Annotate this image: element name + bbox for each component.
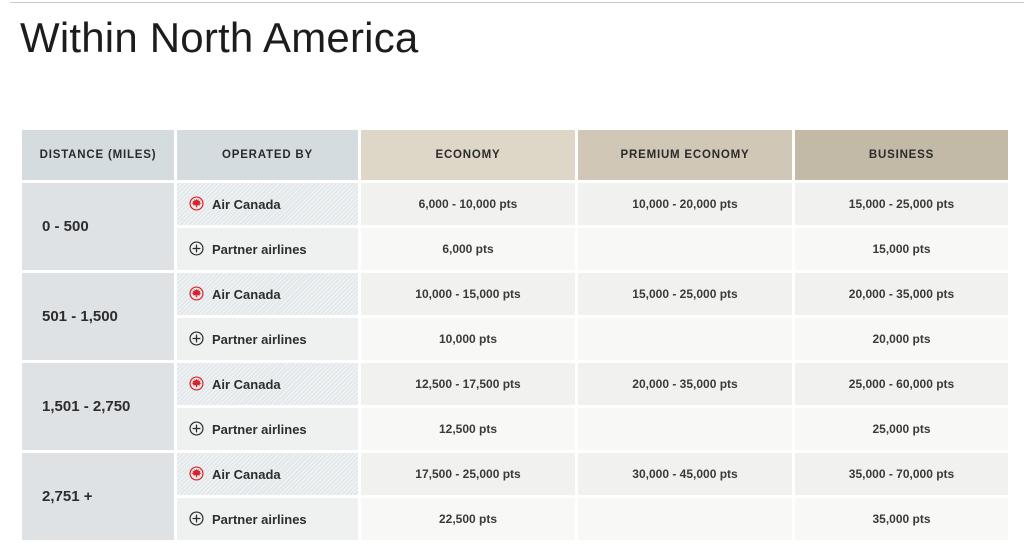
- top-divider: [10, 2, 1024, 3]
- business-points-cell: 15,000 pts: [795, 228, 1008, 270]
- premium-economy-points-cell: 10,000 - 20,000 pts: [578, 183, 792, 225]
- premium-economy-points-cell: [578, 318, 792, 360]
- operator-label: Air Canada: [212, 287, 281, 302]
- premium-economy-points-cell: 15,000 - 25,000 pts: [578, 273, 792, 315]
- economy-points-cell: 10,000 pts: [361, 318, 575, 360]
- operator-label: Air Canada: [212, 467, 281, 482]
- table-row: Partner airlines 12,500 pts 25,000 pts: [22, 408, 1008, 450]
- economy-points-cell: 10,000 - 15,000 pts: [361, 273, 575, 315]
- operator-label: Air Canada: [212, 197, 281, 212]
- operator-label: Partner airlines: [212, 512, 307, 527]
- premium-economy-points-cell: [578, 228, 792, 270]
- operator-cell: Air Canada: [177, 453, 358, 495]
- air-canada-roundel-icon: [189, 196, 204, 211]
- air-canada-roundel-icon: [189, 466, 204, 481]
- premium-economy-points-cell: 20,000 - 35,000 pts: [578, 363, 792, 405]
- air-canada-roundel-icon: [189, 286, 204, 301]
- distance-cell: 1,501 - 2,750: [22, 363, 174, 450]
- economy-points-cell: 12,500 - 17,500 pts: [361, 363, 575, 405]
- operator-label: Air Canada: [212, 377, 281, 392]
- air-canada-roundel-icon: [189, 376, 204, 391]
- premium-economy-points-cell: [578, 408, 792, 450]
- operator-label: Partner airlines: [212, 242, 307, 257]
- table-row: 0 - 500 Air Canada 6,000 - 10,000 pts 10…: [22, 183, 1008, 270]
- table-row: 2,751 + Air Canada 17,500 - 25,000 pts 3…: [22, 453, 1008, 540]
- premium-economy-points-cell: [578, 498, 792, 540]
- economy-points-cell: 6,000 - 10,000 pts: [361, 183, 575, 225]
- column-header-economy: ECONOMY: [361, 130, 575, 180]
- distance-cell: 0 - 500: [22, 183, 174, 270]
- distance-cell: 2,751 +: [22, 453, 174, 540]
- premium-economy-points-cell: 30,000 - 45,000 pts: [578, 453, 792, 495]
- partner-airlines-icon: [189, 421, 204, 436]
- column-header-operated-by: OPERATED BY: [177, 130, 358, 180]
- operator-label: Partner airlines: [212, 332, 307, 347]
- table-row: 501 - 1,500 Air Canada 10,000 - 15,000 p…: [22, 273, 1008, 360]
- operator-cell: Air Canada: [177, 183, 358, 225]
- business-points-cell: 20,000 pts: [795, 318, 1008, 360]
- table-row: 1,501 - 2,750 Air Canada 12,500 - 17,500…: [22, 363, 1008, 450]
- operator-cell: Partner airlines: [177, 408, 358, 450]
- column-header-premium-economy: PREMIUM ECONOMY: [578, 130, 792, 180]
- business-points-cell: 20,000 - 35,000 pts: [795, 273, 1008, 315]
- operator-cell: Partner airlines: [177, 318, 358, 360]
- table-header-row: DISTANCE (MILES) OPERATED BY ECONOMY PRE…: [22, 130, 1008, 180]
- partner-airlines-icon: [189, 241, 204, 256]
- business-points-cell: 25,000 - 60,000 pts: [795, 363, 1008, 405]
- table-row: Partner airlines 6,000 pts 15,000 pts: [22, 228, 1008, 270]
- table-row: Partner airlines 22,500 pts 35,000 pts: [22, 498, 1008, 540]
- economy-points-cell: 22,500 pts: [361, 498, 575, 540]
- economy-points-cell: 12,500 pts: [361, 408, 575, 450]
- partner-airlines-icon: [189, 511, 204, 526]
- business-points-cell: 35,000 - 70,000 pts: [795, 453, 1008, 495]
- operator-cell: Partner airlines: [177, 498, 358, 540]
- column-header-distance: DISTANCE (MILES): [22, 130, 174, 180]
- operator-label: Partner airlines: [212, 422, 307, 437]
- economy-points-cell: 6,000 pts: [361, 228, 575, 270]
- partner-airlines-icon: [189, 331, 204, 346]
- operator-cell: Air Canada: [177, 363, 358, 405]
- business-points-cell: 15,000 - 25,000 pts: [795, 183, 1008, 225]
- page-title: Within North America: [20, 14, 419, 61]
- award-chart-table: DISTANCE (MILES) OPERATED BY ECONOMY PRE…: [19, 127, 1011, 543]
- operator-cell: Partner airlines: [177, 228, 358, 270]
- operator-cell: Air Canada: [177, 273, 358, 315]
- business-points-cell: 25,000 pts: [795, 408, 1008, 450]
- distance-cell: 501 - 1,500: [22, 273, 174, 360]
- table-row: Partner airlines 10,000 pts 20,000 pts: [22, 318, 1008, 360]
- economy-points-cell: 17,500 - 25,000 pts: [361, 453, 575, 495]
- column-header-business: BUSINESS: [795, 130, 1008, 180]
- business-points-cell: 35,000 pts: [795, 498, 1008, 540]
